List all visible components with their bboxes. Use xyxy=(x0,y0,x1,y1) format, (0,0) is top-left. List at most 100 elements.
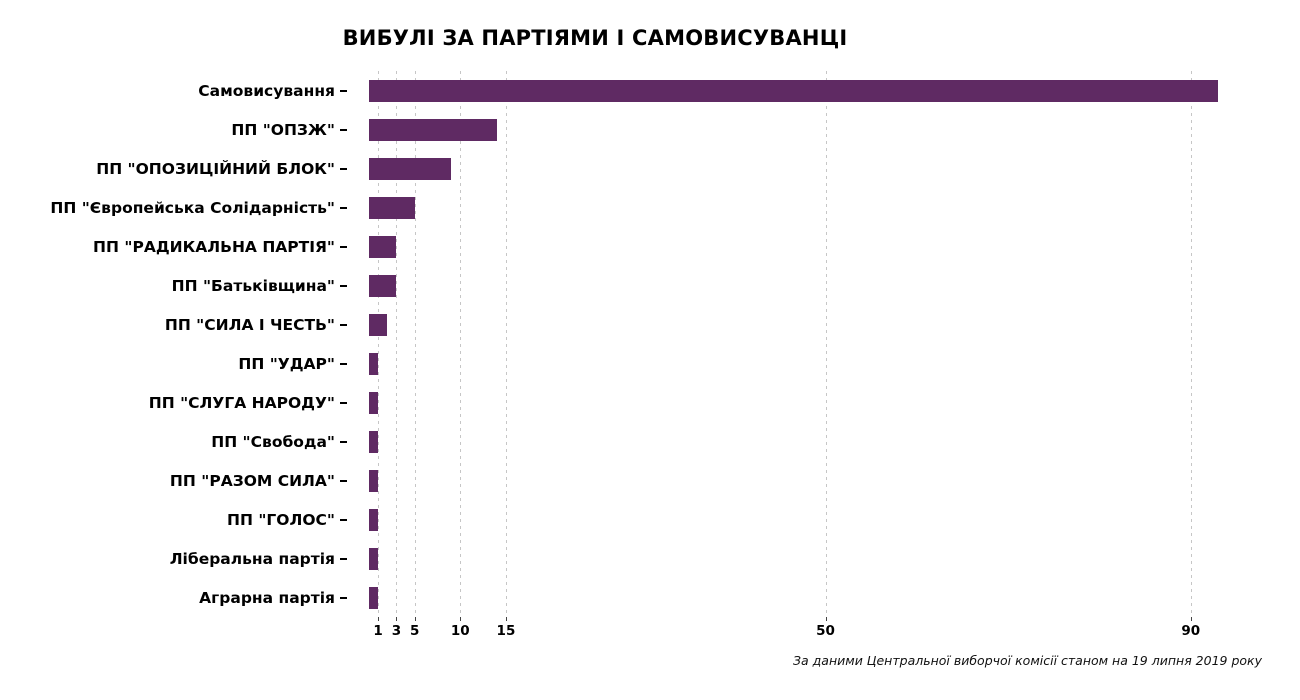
gridline xyxy=(1190,71,1192,617)
bar xyxy=(369,196,415,219)
category-label: ПП "Батьківщина" xyxy=(171,276,335,295)
category-label: ПП "УДАР" xyxy=(238,354,335,373)
x-tick-mark xyxy=(414,617,416,621)
category-label-cell: ПП "СИЛА І ЧЕСТЬ" xyxy=(0,316,347,334)
bar-track xyxy=(369,235,1262,258)
bar xyxy=(369,118,497,141)
y-tick-mark xyxy=(340,89,347,92)
category-label-cell: Ліберальна партія xyxy=(0,550,347,568)
bar-track xyxy=(369,118,1262,141)
x-tick-mark xyxy=(378,617,380,621)
bar-track xyxy=(369,352,1262,375)
category-label: ПП "Європейська Солідарність" xyxy=(50,198,335,217)
bar xyxy=(369,313,388,336)
y-tick-mark xyxy=(340,167,347,170)
y-tick-mark xyxy=(340,206,347,209)
category-label: ПП "СЛУГА НАРОДУ" xyxy=(148,393,335,412)
bar-track xyxy=(369,547,1262,570)
x-tick-mark xyxy=(505,617,507,621)
bar xyxy=(369,508,379,531)
y-tick-mark xyxy=(340,596,347,599)
x-tick-label: 3 xyxy=(391,623,402,639)
bar xyxy=(369,391,379,414)
x-tick-label: 10 xyxy=(450,623,470,639)
bar-track xyxy=(369,313,1262,336)
category-label-cell: ПП "УДАР" xyxy=(0,355,347,373)
bar-track xyxy=(369,196,1262,219)
bar-track xyxy=(369,586,1262,609)
bar xyxy=(369,469,379,492)
bar xyxy=(369,430,379,453)
y-tick-mark xyxy=(340,284,347,287)
y-tick-mark xyxy=(340,245,347,248)
chart-rows: Самовисування ПП "ОПЗЖ" ПП "ОПОЗИЦІЙНИЙ БЛ… xyxy=(0,71,1300,617)
y-tick-mark xyxy=(340,440,347,443)
y-tick-mark xyxy=(340,479,347,482)
gridline xyxy=(825,71,827,617)
bar-track xyxy=(369,274,1262,297)
source-note: За даними Центральної виборчої комісії с… xyxy=(793,653,1262,668)
bar-track xyxy=(369,79,1262,102)
x-tick-mark xyxy=(460,617,462,621)
bar-track xyxy=(369,469,1262,492)
x-tick-mark xyxy=(825,617,827,621)
chart-row: ПП "РАДИКАЛЬНА ПАРТІЯ" xyxy=(0,227,1300,266)
chart-title: ВИБУЛІ ЗА ПАРТІЯМИ І САМОВИСУВАНЦІ xyxy=(342,26,848,50)
bar xyxy=(369,586,379,609)
gridline xyxy=(396,71,398,617)
chart-row: ПП "ГОЛОС" xyxy=(0,500,1300,539)
chart-row: Аграрна партія xyxy=(0,578,1300,617)
bar-track xyxy=(369,508,1262,531)
x-axis-inner: 1 3 5 10 15 50 90 xyxy=(369,617,1262,643)
y-tick-mark xyxy=(340,128,347,131)
category-label: ПП "ГОЛОС" xyxy=(227,510,335,529)
bar xyxy=(369,274,397,297)
category-label: Аграрна партія xyxy=(199,588,335,607)
chart-row: ПП "СЛУГА НАРОДУ" xyxy=(0,383,1300,422)
bar xyxy=(369,157,452,180)
category-label: Ліберальна партія xyxy=(169,549,335,568)
chart-row: ПП "УДАР" xyxy=(0,344,1300,383)
x-tick-label: 15 xyxy=(496,623,516,639)
category-label-cell: ПП "Європейська Солідарність" xyxy=(0,199,347,217)
category-label: ПП "СИЛА І ЧЕСТЬ" xyxy=(164,315,335,334)
bar-track xyxy=(369,157,1262,180)
gridline xyxy=(414,71,416,617)
bar xyxy=(369,352,379,375)
category-label-cell: ПП "ГОЛОС" xyxy=(0,511,347,529)
chart-row: ПП "РАЗОМ СИЛА" xyxy=(0,461,1300,500)
gridline xyxy=(505,71,507,617)
category-label-cell: ПП "ОПОЗИЦІЙНИЙ БЛОК" xyxy=(0,160,347,178)
chart-row: ПП "Батьківщина" xyxy=(0,266,1300,305)
x-tick-mark xyxy=(396,617,398,621)
y-tick-mark xyxy=(340,323,347,326)
y-tick-mark xyxy=(340,362,347,365)
bar-track xyxy=(369,430,1262,453)
category-label: ПП "ОПОЗИЦІЙНИЙ БЛОК" xyxy=(96,159,335,178)
x-tick-label: 5 xyxy=(409,623,420,639)
bar-chart: Самовисування ПП "ОПЗЖ" ПП "ОПОЗИЦІЙНИЙ БЛ… xyxy=(0,71,1300,617)
x-tick-mark xyxy=(1190,617,1192,621)
y-tick-mark xyxy=(340,518,347,521)
category-label-cell: ПП "РАДИКАЛЬНА ПАРТІЯ" xyxy=(0,238,347,256)
gridline xyxy=(378,71,380,617)
chart-row: Ліберальна партія xyxy=(0,539,1300,578)
category-label-cell: ПП "РАЗОМ СИЛА" xyxy=(0,472,347,490)
bar xyxy=(369,547,379,570)
x-tick-label: 50 xyxy=(816,623,835,639)
chart-row: ПП "ОПОЗИЦІЙНИЙ БЛОК" xyxy=(0,149,1300,188)
category-label-cell: Самовисування xyxy=(0,82,347,100)
x-axis: 1 3 5 10 15 50 90 xyxy=(0,617,1300,643)
bar-track xyxy=(369,391,1262,414)
category-label-cell: ПП "Свобода" xyxy=(0,433,347,451)
x-tick-label: 1 xyxy=(373,623,383,639)
category-label: ПП "РАДИКАЛЬНА ПАРТІЯ" xyxy=(93,237,335,256)
chart-row: Самовисування xyxy=(0,71,1300,110)
category-label: ПП "Свобода" xyxy=(211,432,335,451)
gridline xyxy=(460,71,462,617)
grid-overlay xyxy=(369,71,1262,617)
category-label-cell: Аграрна партія xyxy=(0,589,347,607)
category-label-cell: ПП "Батьківщина" xyxy=(0,277,347,295)
y-tick-mark xyxy=(340,557,347,560)
category-label: Самовисування xyxy=(198,81,335,100)
